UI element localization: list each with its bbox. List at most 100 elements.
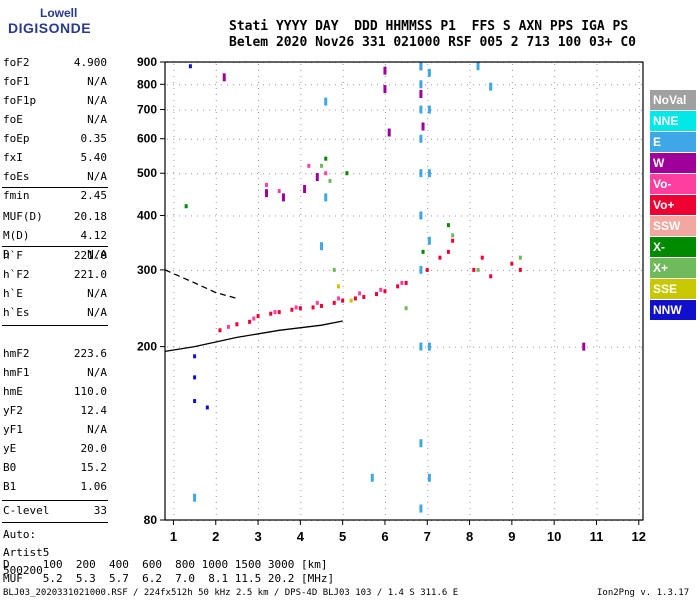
grid-dot — [384, 100, 386, 101]
grid-dot — [596, 454, 598, 455]
grid-dot — [215, 334, 217, 335]
grid-dot — [215, 502, 217, 503]
grid-dot — [335, 173, 336, 175]
grid-dot — [323, 346, 324, 348]
grid-dot — [427, 274, 429, 275]
grid-dot — [342, 370, 344, 371]
grid-dot — [245, 138, 246, 140]
grid-dot — [173, 208, 175, 209]
grid-dot — [395, 138, 396, 140]
grid-dot — [293, 138, 294, 140]
grid-dot — [185, 138, 186, 140]
grid-dot — [359, 138, 360, 140]
grid-dot — [384, 484, 386, 485]
grid-dot — [342, 394, 344, 395]
grid-dot — [455, 346, 456, 348]
grid-dot — [554, 244, 556, 245]
grid-dot — [258, 112, 260, 113]
grid-dot — [401, 346, 402, 348]
grid-dot — [371, 215, 372, 217]
auto-label: Auto: — [3, 528, 37, 541]
grid-dot — [596, 346, 598, 347]
grid-dot — [215, 64, 217, 65]
grid-dot — [427, 130, 429, 131]
grid-dot — [427, 472, 429, 473]
grid-dot — [275, 346, 276, 348]
grid-dot — [258, 304, 260, 305]
grid-dot — [511, 292, 513, 293]
grid-dot — [191, 215, 192, 217]
echo-point — [427, 473, 431, 482]
grid-dot — [173, 370, 175, 371]
grid-dot — [533, 84, 534, 86]
grid-dot — [509, 138, 510, 140]
echo-point — [419, 80, 423, 89]
grid-dot — [384, 238, 386, 239]
grid-dot — [300, 340, 302, 341]
grid-dot — [227, 215, 228, 217]
grid-dot — [617, 346, 618, 348]
grid-dot — [258, 322, 260, 323]
grid-dot — [191, 173, 192, 175]
grid-dot — [511, 130, 513, 131]
grid-dot — [215, 142, 217, 143]
grid-dot — [554, 424, 556, 425]
grid-dot — [173, 292, 175, 293]
grid-dot — [300, 280, 302, 281]
grid-dot — [511, 424, 513, 425]
grid-dot — [427, 82, 429, 83]
echo-point — [419, 105, 423, 114]
grid-dot — [596, 292, 598, 293]
echo-point — [518, 267, 522, 272]
grid-dot — [258, 208, 260, 209]
grid-dot — [173, 238, 175, 239]
grid-dot — [638, 76, 640, 77]
grid-dot — [503, 173, 504, 175]
grid-dot — [533, 269, 534, 271]
grid-dot — [427, 148, 429, 149]
grid-dot — [173, 178, 175, 179]
param-value: N/A — [87, 94, 107, 107]
grid-dot — [173, 64, 175, 65]
grid-dot — [469, 166, 471, 167]
grid-dot — [611, 173, 612, 175]
grid-dot — [215, 436, 217, 437]
grid-dot — [258, 382, 260, 383]
grid-dot — [554, 106, 556, 107]
grid-dot — [554, 232, 556, 233]
grid-dot — [469, 232, 471, 233]
grid-dot — [384, 310, 386, 311]
grid-dot — [215, 322, 217, 323]
echo-point — [387, 128, 391, 137]
grid-dot — [342, 226, 344, 227]
grid-dot — [323, 138, 324, 140]
grid-dot — [300, 424, 302, 425]
grid-dot — [377, 269, 378, 271]
grid-dot — [596, 256, 598, 257]
grid-dot — [469, 100, 471, 101]
echo-point — [404, 280, 408, 285]
grid-dot — [437, 138, 438, 140]
grid-dot — [431, 346, 432, 348]
grid-dot — [258, 394, 260, 395]
grid-dot — [197, 346, 198, 348]
grid-dot — [569, 109, 570, 111]
grid-dot — [469, 184, 471, 185]
grid-dot — [479, 84, 480, 86]
grid-dot — [258, 130, 260, 131]
grid-dot — [515, 215, 516, 217]
grid-dot — [384, 352, 386, 353]
grid-dot — [377, 138, 378, 140]
grid-dot — [511, 112, 513, 113]
grid-dot — [407, 346, 408, 348]
grid-dot — [215, 448, 217, 449]
grid-dot — [596, 370, 598, 371]
grid-dot — [596, 352, 598, 353]
grid-dot — [587, 269, 588, 271]
grid-dot — [300, 250, 302, 251]
grid-dot — [469, 406, 471, 407]
grid-dot — [173, 502, 175, 503]
grid-dot — [300, 298, 302, 299]
grid-dot — [596, 274, 598, 275]
grid-dot — [342, 214, 344, 215]
